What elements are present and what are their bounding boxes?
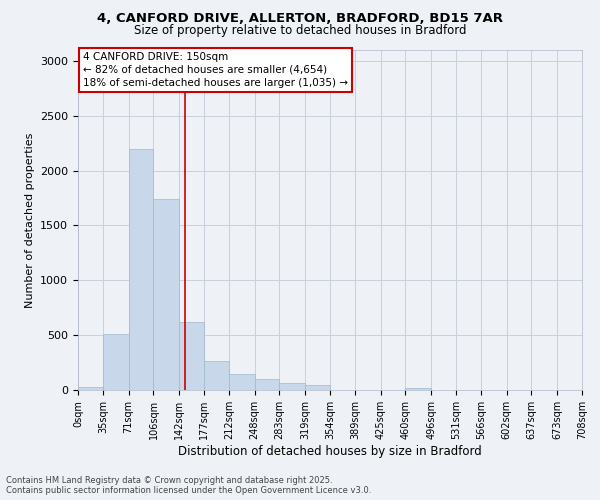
Bar [78, 386, 103, 390]
Bar [179, 322, 204, 390]
Text: Size of property relative to detached houses in Bradford: Size of property relative to detached ho… [134, 24, 466, 37]
Bar [204, 362, 229, 390]
Y-axis label: Number of detached properties: Number of detached properties [25, 132, 35, 308]
Text: 4, CANFORD DRIVE, ALLERTON, BRADFORD, BD15 7AR: 4, CANFORD DRIVE, ALLERTON, BRADFORD, BD… [97, 12, 503, 26]
Bar [128, 148, 154, 390]
Bar [305, 384, 330, 390]
X-axis label: Distribution of detached houses by size in Bradford: Distribution of detached houses by size … [178, 444, 482, 458]
Text: Contains HM Land Registry data © Crown copyright and database right 2025.
Contai: Contains HM Land Registry data © Crown c… [6, 476, 371, 495]
Bar [103, 334, 128, 390]
Bar [154, 199, 179, 390]
Bar [280, 384, 305, 390]
Bar [229, 374, 254, 390]
Bar [406, 388, 431, 390]
Bar [254, 379, 280, 390]
Text: 4 CANFORD DRIVE: 150sqm
← 82% of detached houses are smaller (4,654)
18% of semi: 4 CANFORD DRIVE: 150sqm ← 82% of detache… [83, 52, 348, 88]
